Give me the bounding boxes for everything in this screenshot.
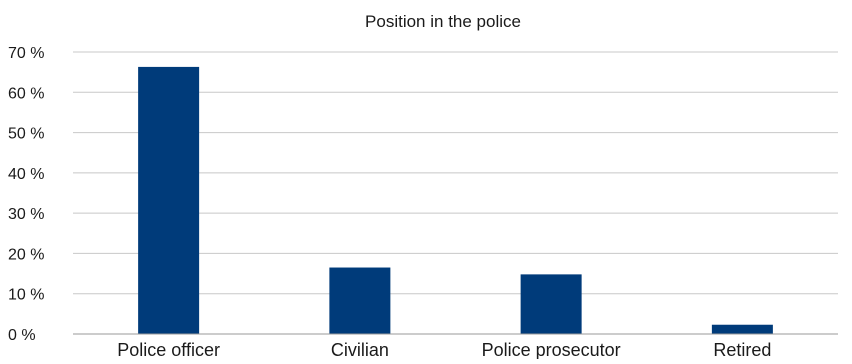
x-category-label: Civilian (331, 340, 389, 359)
x-category-label: Police prosecutor (482, 340, 621, 359)
y-axis-tick-labels: 0 % 10 % 20 % 30 % 40 % 50 % 60 % 70 % (8, 45, 44, 344)
x-category-label: Police officer (117, 340, 220, 359)
chart-title: Position in the police (365, 12, 521, 31)
y-tick-label: 50 % (8, 126, 44, 143)
y-tick-label: 0 % (8, 327, 36, 344)
x-axis-category-labels: Police officer Civilian Police prosecutor R… (117, 340, 771, 360)
bars (138, 66, 773, 335)
y-tick-label: 70 % (8, 45, 44, 62)
y-tick-label: 20 % (8, 246, 44, 263)
y-tick-label: 10 % (8, 287, 44, 304)
bar-police-officer (138, 66, 200, 335)
bar-civilian (329, 267, 391, 334)
bar-retired (711, 324, 773, 334)
y-tick-label: 60 % (8, 85, 44, 102)
y-tick-label: 40 % (8, 166, 44, 183)
bar-police-prosecutor (520, 274, 582, 334)
x-category-label: Retired (713, 340, 771, 359)
gridlines (73, 51, 838, 295)
y-tick-label: 30 % (8, 206, 44, 223)
